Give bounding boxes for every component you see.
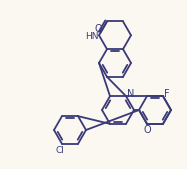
Text: Cl: Cl	[56, 146, 65, 155]
Text: F: F	[164, 89, 170, 99]
Text: N: N	[127, 89, 135, 99]
Text: O: O	[143, 125, 151, 135]
Text: O: O	[95, 24, 102, 34]
Text: HN: HN	[85, 32, 99, 41]
